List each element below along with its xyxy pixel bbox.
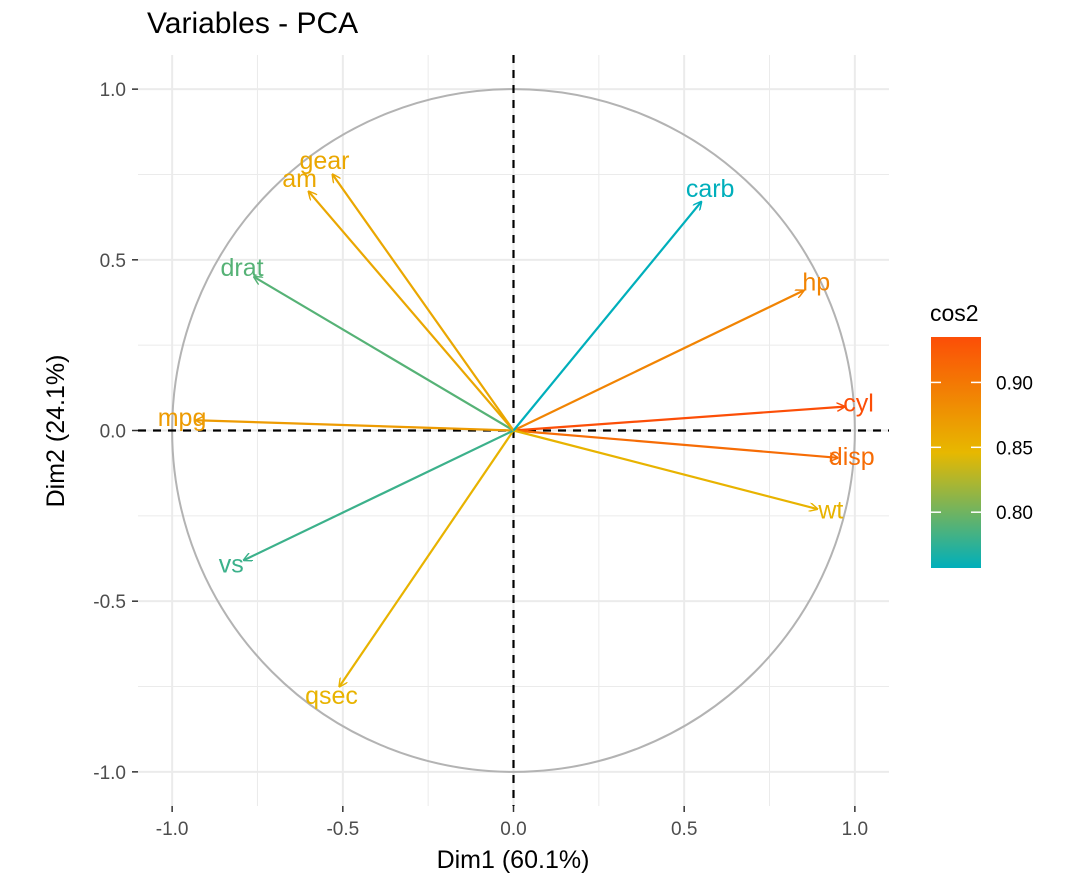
x-axis-ticks: -1.0 -0.5 0.0 0.5 1.0 bbox=[156, 806, 868, 840]
legend-colorbar bbox=[931, 337, 981, 568]
legend-tick-label: 0.80 bbox=[996, 503, 1033, 524]
arrow-carb bbox=[512, 202, 702, 432]
legend-tick-label: 0.85 bbox=[996, 438, 1033, 459]
variable-label-mpg: mpg bbox=[158, 404, 207, 432]
variable-label-hp: hp bbox=[802, 268, 830, 296]
arrow-cyl bbox=[513, 407, 845, 432]
variable-label-qsec: qsec bbox=[305, 682, 358, 710]
arrow-qsec bbox=[339, 429, 515, 687]
y-tick-label: -0.5 bbox=[93, 592, 126, 613]
variable-label-vs: vs bbox=[219, 550, 244, 578]
y-tick-label: 1.0 bbox=[100, 80, 126, 101]
x-tick-label: -1.0 bbox=[156, 819, 189, 840]
x-tick-label: 0.5 bbox=[671, 819, 697, 840]
arrow-drat bbox=[254, 277, 515, 432]
arrow-mpg bbox=[196, 420, 514, 432]
variable-label-wt: wt bbox=[817, 497, 843, 525]
y-tick-label: 0.0 bbox=[100, 422, 126, 443]
variable-label-am: am bbox=[282, 165, 317, 193]
variable-label-disp: disp bbox=[829, 443, 875, 471]
y-tick-label: 0.5 bbox=[100, 251, 126, 272]
legend-tick-label: 0.90 bbox=[996, 373, 1033, 394]
x-tick-label: 0.0 bbox=[500, 819, 526, 840]
arrow-disp bbox=[513, 429, 838, 458]
arrow-gear bbox=[333, 174, 515, 432]
variable-label-carb: carb bbox=[686, 175, 735, 203]
color-legend: cos2 0.90 0.85 0.80 bbox=[930, 300, 1033, 568]
x-tick-label: -0.5 bbox=[326, 819, 359, 840]
legend-title: cos2 bbox=[930, 300, 979, 326]
legend-ticks: 0.90 0.85 0.80 bbox=[931, 373, 1033, 524]
x-tick-label: 1.0 bbox=[842, 819, 868, 840]
arrow-hp bbox=[513, 291, 804, 432]
arrow-vs bbox=[244, 429, 514, 561]
y-axis-ticks: 1.0 0.5 0.0 -0.5 -1.0 bbox=[93, 80, 138, 784]
variable-label-drat: drat bbox=[220, 254, 263, 282]
y-tick-label: -1.0 bbox=[93, 763, 126, 784]
y-axis-label: Dim2 (24.1%) bbox=[42, 355, 70, 508]
x-axis-label: Dim1 (60.1%) bbox=[437, 846, 590, 874]
variable-label-gear: gear bbox=[299, 147, 349, 175]
variable-label-cyl: cyl bbox=[843, 390, 874, 418]
arrow-wt bbox=[513, 429, 818, 510]
chart-title: Variables - PCA bbox=[147, 7, 358, 40]
arrow-am bbox=[309, 192, 515, 432]
